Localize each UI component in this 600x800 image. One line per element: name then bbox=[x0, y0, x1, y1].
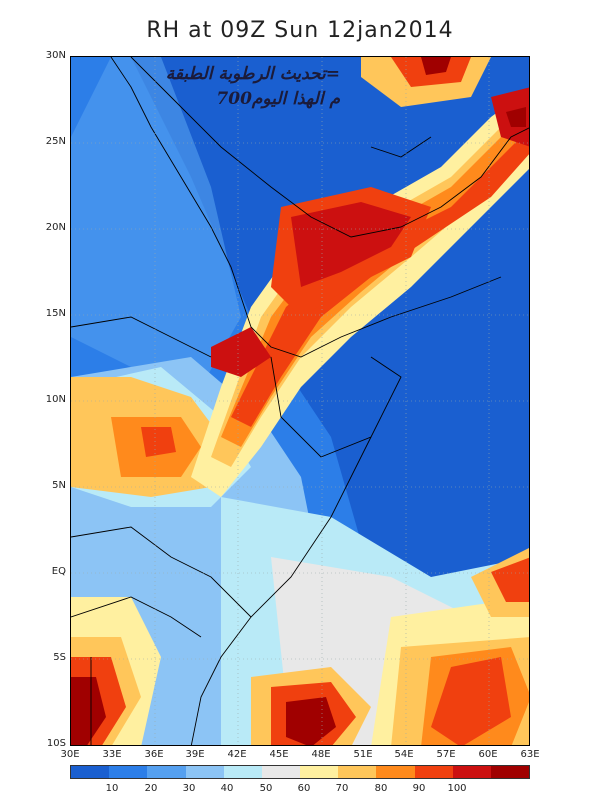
colorbar-label: 70 bbox=[335, 783, 349, 794]
y-tick-label: 10S bbox=[46, 738, 66, 749]
y-tick-label: 5S bbox=[53, 652, 66, 663]
x-tick-label: 33E bbox=[102, 749, 122, 760]
colorbar-swatch bbox=[452, 766, 491, 778]
rh-map bbox=[70, 56, 530, 746]
colorbar-label: 40 bbox=[220, 783, 234, 794]
map-title: RH at 09Z Sun 12jan2014 bbox=[146, 18, 454, 43]
rh-field bbox=[71, 57, 529, 745]
colorbar-swatch bbox=[376, 766, 415, 778]
colorbar bbox=[70, 765, 530, 779]
x-tick-label: 60E bbox=[478, 749, 498, 760]
y-tick-label: 25N bbox=[45, 136, 66, 147]
annotation-line2: 700م الهذا اليوم bbox=[216, 89, 340, 109]
colorbar-label: 100 bbox=[447, 783, 467, 794]
y-tick-label: EQ bbox=[51, 566, 66, 577]
colorbar-swatch bbox=[300, 766, 339, 778]
x-tick-label: 63E bbox=[520, 749, 540, 760]
x-tick-label: 42E bbox=[227, 749, 247, 760]
colorbar-swatch bbox=[223, 766, 262, 778]
x-tick-label: 45E bbox=[269, 749, 289, 760]
colorbar-swatch bbox=[261, 766, 301, 778]
y-tick-label: 30N bbox=[45, 50, 66, 61]
y-tick-label: 5N bbox=[52, 480, 66, 491]
y-tick-label: 20N bbox=[45, 222, 66, 233]
colorbar-label: 60 bbox=[297, 783, 311, 794]
colorbar-label: 90 bbox=[412, 783, 426, 794]
colorbar-label: 30 bbox=[182, 783, 196, 794]
colorbar-swatch bbox=[71, 766, 110, 778]
colorbar-swatch bbox=[414, 766, 453, 778]
x-tick-label: 51E bbox=[353, 749, 373, 760]
x-tick-label: 39E bbox=[185, 749, 205, 760]
x-tick-label: 57E bbox=[436, 749, 456, 760]
colorbar-swatch bbox=[338, 766, 377, 778]
colorbar-swatch bbox=[109, 766, 148, 778]
x-tick-label: 54E bbox=[394, 749, 414, 760]
colorbar-label: 10 bbox=[105, 783, 119, 794]
arabic-annotation: تحديث الرطوبة الطبقة= 700م الهذا اليوم bbox=[140, 62, 340, 112]
graticule bbox=[71, 57, 529, 745]
colorbar-swatch bbox=[147, 766, 186, 778]
colorbar-label: 80 bbox=[374, 783, 388, 794]
y-tick-label: 15N bbox=[45, 308, 66, 319]
x-tick-label: 30E bbox=[60, 749, 80, 760]
x-tick-label: 36E bbox=[144, 749, 164, 760]
x-tick-label: 48E bbox=[311, 749, 331, 760]
annotation-line1: تحديث الرطوبة الطبقة= bbox=[165, 64, 340, 84]
colorbar-label: 50 bbox=[259, 783, 273, 794]
colorbar-swatch bbox=[185, 766, 224, 778]
y-tick-label: 10N bbox=[45, 394, 66, 405]
colorbar-label: 20 bbox=[144, 783, 158, 794]
coastlines bbox=[71, 57, 529, 745]
colorbar-swatch bbox=[490, 766, 530, 778]
